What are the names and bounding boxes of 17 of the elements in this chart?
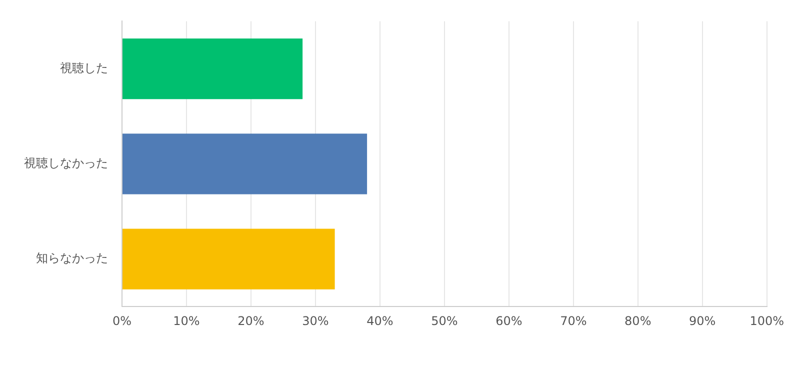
bar <box>122 228 335 290</box>
y-tick-label: 知らなかった <box>36 251 108 266</box>
x-tick-label: 100% <box>750 314 784 328</box>
x-tick-label: 40% <box>366 314 394 328</box>
x-tick-label: 0% <box>112 314 132 328</box>
bar <box>122 134 368 194</box>
x-tick-label: 30% <box>302 314 329 328</box>
x-tick-label: 10% <box>173 314 200 328</box>
y-tick-label: 視聴した <box>60 60 108 75</box>
bar <box>122 38 303 100</box>
x-tick-label: 80% <box>624 314 652 328</box>
x-tick-label: 90% <box>689 314 716 328</box>
x-tick-label: 70% <box>560 314 587 328</box>
y-tick-label: 視聴しなかった <box>24 156 108 170</box>
x-tick-label: 50% <box>431 314 458 328</box>
x-tick-label: 60% <box>496 314 522 328</box>
x-tick-label: 20% <box>238 314 264 328</box>
